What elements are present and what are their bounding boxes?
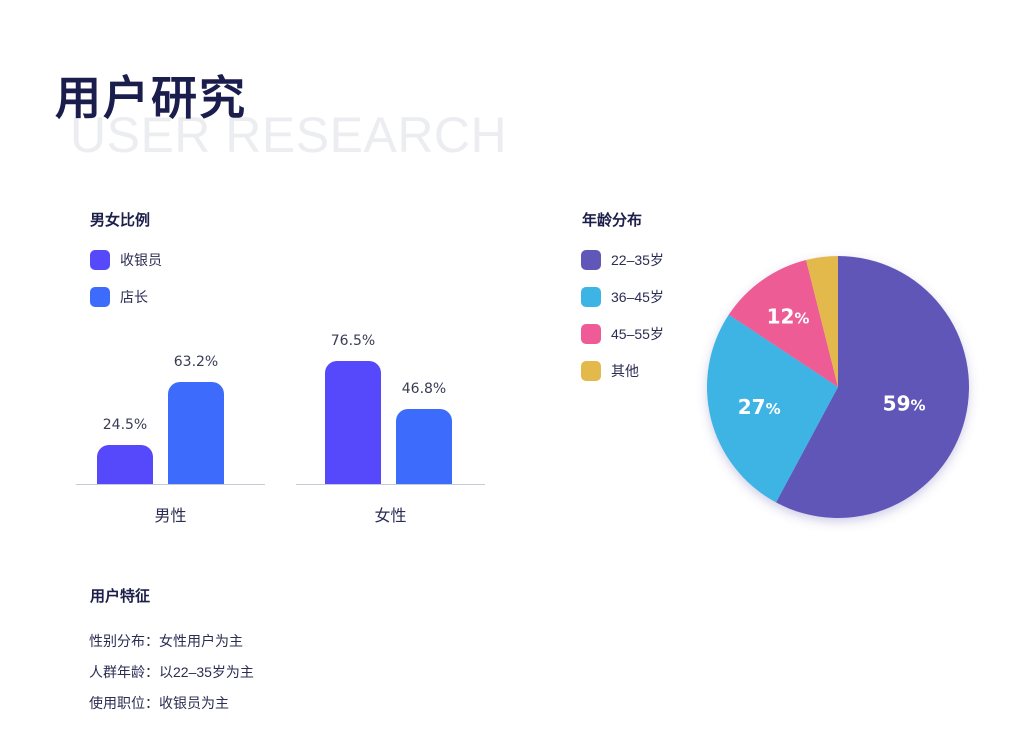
- legend-label-age-36-45: 36–45岁: [611, 289, 664, 305]
- pie-slice-36-45: [707, 314, 838, 503]
- bar-cashier-male: [97, 445, 153, 484]
- legend-item-age-22-35: 22–35岁: [581, 250, 664, 270]
- pie-label-22-35: 59%: [883, 392, 926, 416]
- bar-manager-male: [168, 382, 224, 484]
- legend-swatch-age-45-55: [581, 324, 601, 344]
- pie-slice-22-35: [776, 256, 970, 518]
- feature-key-age: 人群年龄：: [89, 664, 159, 680]
- bar-value-label: 24.5%: [102, 417, 148, 433]
- legend-swatch-manager: [90, 287, 110, 307]
- bar-cashier-female: [325, 361, 381, 484]
- bar-value-label: 76.5%: [330, 333, 376, 349]
- legend-label-age-22-35: 22–35岁: [611, 252, 664, 268]
- legend-swatch-age-36-45: [581, 287, 601, 307]
- bar-category-label-male: 男性: [154, 508, 187, 525]
- legend-swatch-age-22-35: [581, 250, 601, 270]
- bar-axis-baseline: [296, 484, 485, 485]
- legend-label-age-other: 其他: [611, 363, 639, 379]
- gender-section-title: 男女比例: [90, 212, 151, 229]
- bar-value-label: 63.2%: [173, 354, 219, 370]
- legend-item-age-36-45: 36–45岁: [581, 287, 664, 307]
- age-pie-chart: 59% 27% 12%: [707, 256, 970, 518]
- page-title: 用户研究: [55, 72, 247, 124]
- pie-slice-other: [806, 256, 838, 387]
- legend-label-cashier: 收银员: [120, 252, 162, 268]
- feature-line-gender: 性别分布：女性用户为主: [89, 631, 243, 651]
- bar-axis-baseline: [76, 484, 265, 485]
- feature-key-position: 使用职位：: [89, 695, 159, 711]
- pie-label-45-55: 12%: [767, 304, 810, 328]
- bar-value-label: 46.8%: [401, 381, 447, 397]
- pie-label-36-45: 27%: [738, 395, 781, 419]
- legend-swatch-age-other: [581, 361, 601, 381]
- pie-slice-45-55: [728, 259, 838, 387]
- age-section-title: 年龄分布: [582, 212, 643, 229]
- feature-value-age: 以22–35岁为主: [159, 664, 254, 680]
- bar-category-label-female: 女性: [374, 508, 407, 525]
- legend-label-manager: 店长: [120, 289, 148, 305]
- feature-value-gender: 女性用户为主: [159, 633, 243, 649]
- feature-line-age: 人群年龄：以22–35岁为主: [89, 662, 254, 682]
- legend-swatch-cashier: [90, 250, 110, 270]
- legend-item-manager: 店长: [90, 287, 148, 307]
- page-title-english: USER RESEARCH: [70, 107, 508, 163]
- legend-item-age-45-55: 45–55岁: [581, 324, 664, 344]
- legend-label-age-45-55: 45–55岁: [611, 326, 664, 342]
- features-section-title: 用户特征: [90, 588, 151, 605]
- gender-bar-chart: 24.5% 63.2% 男性 76.5% 46.8% 女性: [0, 0, 485, 525]
- bar-manager-female: [396, 409, 452, 484]
- feature-line-position: 使用职位：收银员为主: [89, 693, 229, 713]
- legend-item-age-other: 其他: [581, 361, 639, 381]
- feature-key-gender: 性别分布：: [89, 633, 159, 649]
- legend-item-cashier: 收银员: [90, 250, 162, 270]
- feature-value-position: 收银员为主: [159, 695, 229, 711]
